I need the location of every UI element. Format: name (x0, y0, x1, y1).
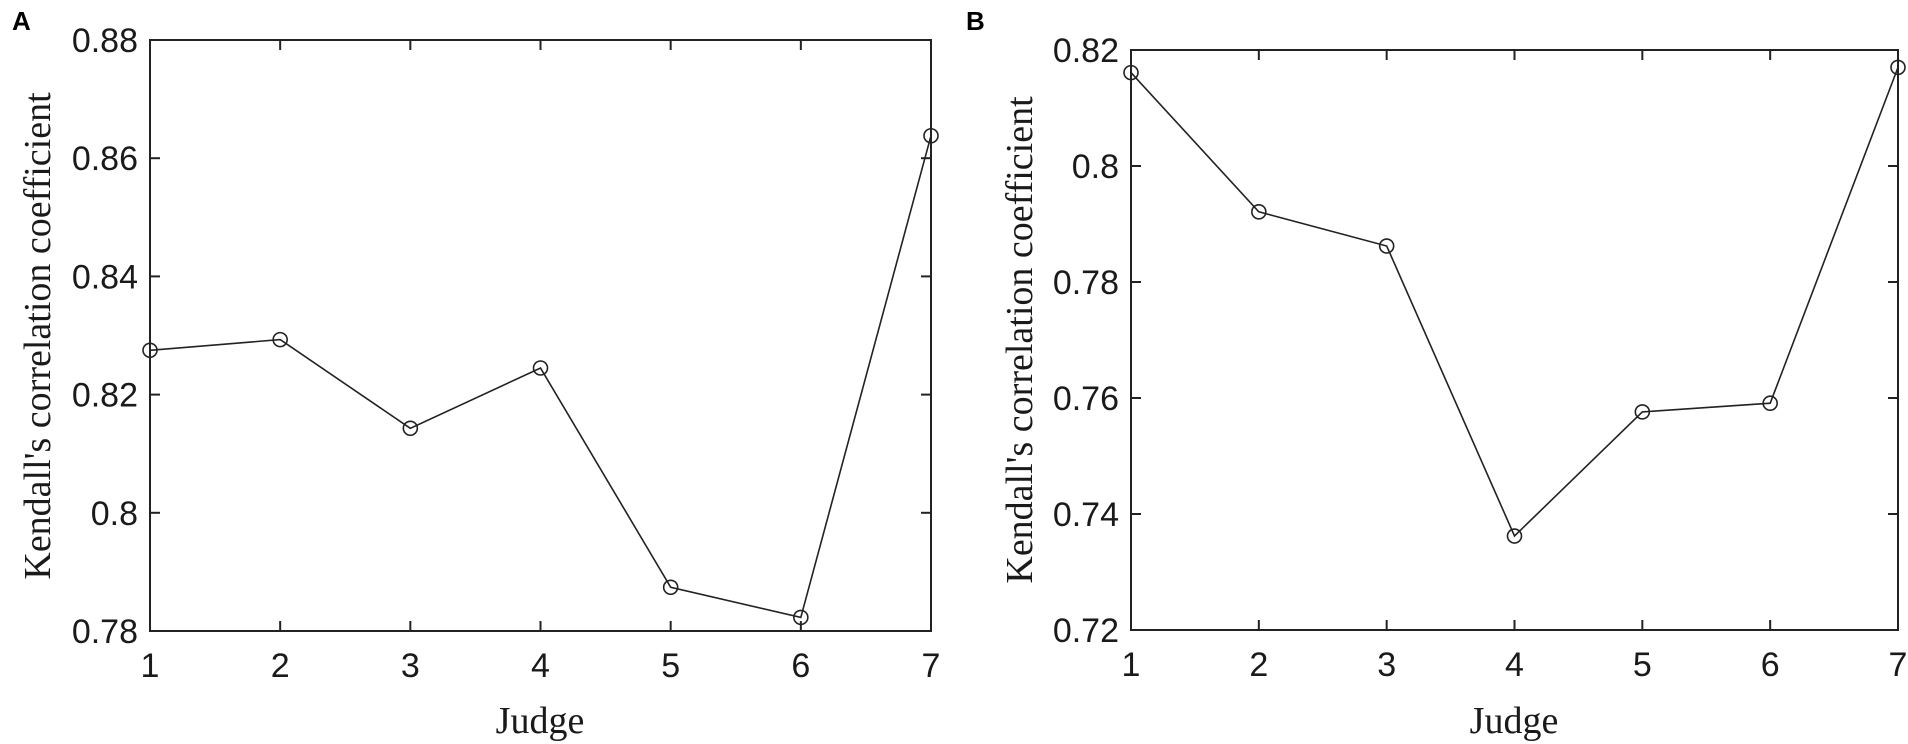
x-axis-title-a: Judge (496, 700, 585, 742)
data-point-a (923, 127, 939, 144)
data-point-a (142, 342, 158, 359)
y-tick-label-a: 0.78 (72, 613, 138, 651)
data-point-a (793, 609, 809, 626)
y-tick-label-b: 0.8 (1072, 148, 1119, 186)
x-axis-title-b: Judge (1470, 700, 1559, 742)
x-tick-label-a: 1 (141, 647, 160, 685)
data-point-b (1251, 204, 1267, 220)
x-tick-label-a: 4 (531, 647, 550, 685)
data-point-b (1378, 238, 1395, 254)
data-point-b (1634, 404, 1651, 420)
y-tick-label-a: 0.82 (72, 377, 138, 415)
y-tick-label-a: 0.8 (91, 495, 138, 533)
y-axis-title-b: Kendall's correlation coefficient (999, 96, 1041, 584)
x-tick-label-b: 1 (1122, 646, 1141, 684)
y-tick-label-a: 0.84 (72, 258, 138, 296)
x-tick-label-b: 4 (1505, 646, 1524, 684)
x-tick-label-a: 6 (791, 647, 810, 685)
panel-label-a: A (12, 6, 31, 36)
data-point-b (1762, 395, 1778, 412)
y-axis-title-a: Kendall's correlation coefficient (17, 92, 59, 580)
data-point-b (1506, 528, 1523, 544)
y-tick-label-a: 0.88 (72, 22, 138, 60)
x-tick-label-a: 7 (922, 647, 941, 685)
x-tick-label-a: 2 (271, 647, 290, 685)
y-tick-label-b: 0.74 (1053, 496, 1119, 534)
data-point-a (272, 331, 288, 348)
chart-panel-b: B Judge Kendall's correlation coefficien… (966, 6, 1907, 742)
x-tick-label-b: 7 (1889, 646, 1908, 684)
y-tick-label-a: 0.86 (72, 140, 138, 178)
y-tick-label-b: 0.76 (1053, 380, 1119, 418)
data-point-a (662, 579, 679, 596)
y-tick-label-b: 0.72 (1053, 612, 1119, 650)
series-line-b (1130, 67, 1899, 538)
x-tick-label-a: 3 (401, 647, 420, 685)
series-line-a (149, 135, 932, 619)
y-tick-label-b: 0.82 (1053, 32, 1119, 70)
chart-panel-a: A Judge Kendall's correlation coefficien… (12, 6, 940, 742)
data-point-a (532, 360, 549, 376)
data-point-b (1123, 64, 1139, 81)
data-point-b (1890, 59, 1906, 76)
x-tick-label-b: 6 (1761, 646, 1780, 684)
data-point-a (402, 420, 419, 437)
x-tick-label-b: 5 (1633, 646, 1652, 684)
y-tick-label-b: 0.78 (1053, 264, 1119, 302)
panel-label-b: B (966, 6, 985, 36)
x-tick-label-a: 5 (661, 647, 680, 685)
x-tick-label-b: 2 (1249, 646, 1268, 684)
x-tick-label-b: 3 (1377, 646, 1396, 684)
plot-frame-a (149, 39, 932, 632)
